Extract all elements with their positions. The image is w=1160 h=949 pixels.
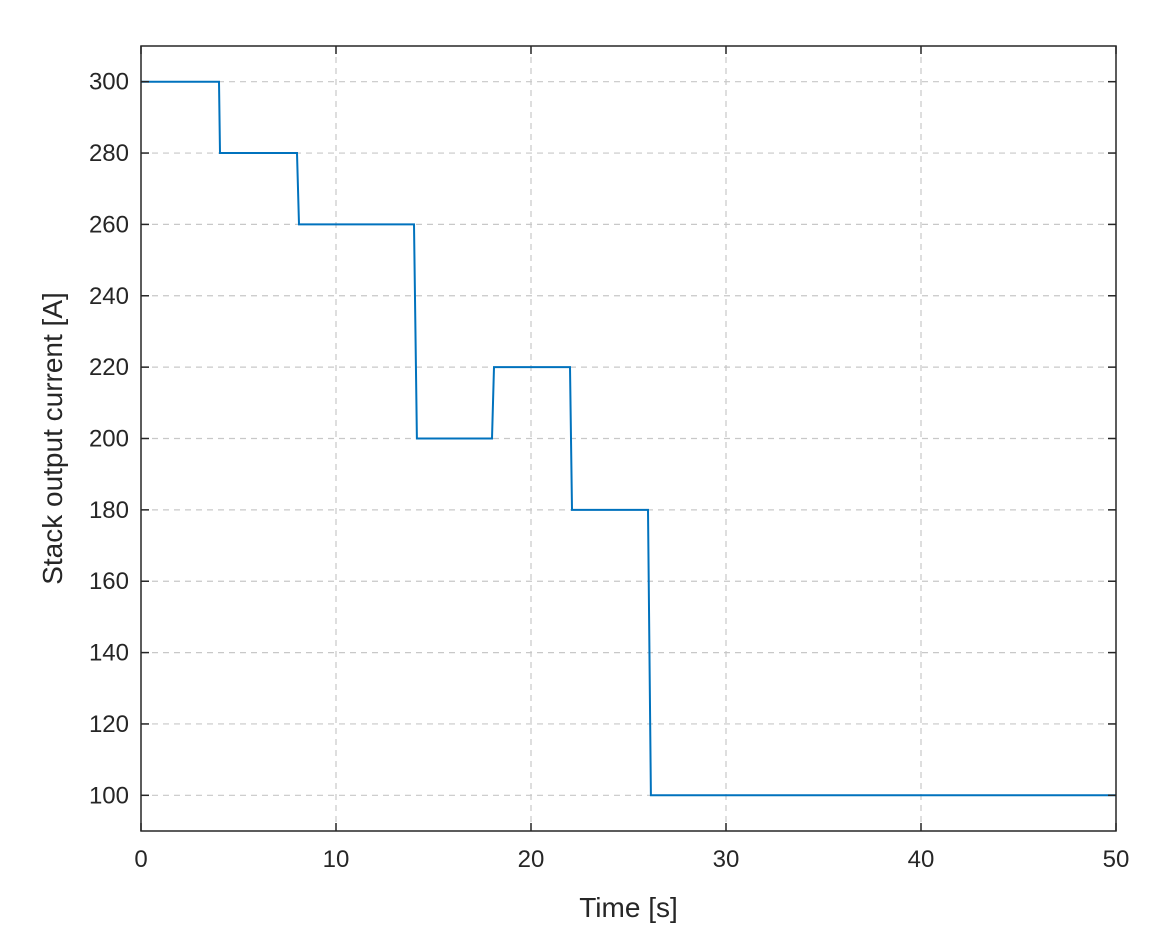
x-tick-label: 20	[518, 846, 545, 873]
x-axis-tick-labels: 0 10 20 30 40 50	[134, 846, 1129, 873]
y-tick-label: 200	[89, 426, 129, 453]
y-axis-title: Stack output current [A]	[37, 292, 68, 585]
y-tick-label: 180	[89, 497, 129, 524]
grid	[141, 46, 1116, 831]
x-tick-label: 50	[1103, 846, 1130, 873]
y-tick-label: 120	[89, 711, 129, 738]
x-tick-label: 0	[134, 846, 147, 873]
series-layer	[141, 80, 1116, 797]
y-tick-label: 100	[89, 782, 129, 809]
series-line	[141, 80, 1116, 797]
y-tick-label: 160	[89, 568, 129, 595]
x-tick-label: 10	[323, 846, 350, 873]
x-tick-label: 30	[713, 846, 740, 873]
y-axis-tick-labels: 100 120 140 160 180 200 220 240 260 280 300	[89, 69, 129, 810]
x-axis-title: Time [s]	[579, 892, 678, 923]
x-tick-label: 40	[908, 846, 935, 873]
axis-ticks	[140, 46, 1117, 831]
y-tick-label: 220	[89, 354, 129, 381]
y-tick-label: 300	[89, 69, 129, 96]
y-tick-label: 140	[89, 640, 129, 667]
y-tick-label: 260	[89, 211, 129, 238]
y-tick-label: 240	[89, 283, 129, 310]
y-tick-label: 280	[89, 140, 129, 167]
